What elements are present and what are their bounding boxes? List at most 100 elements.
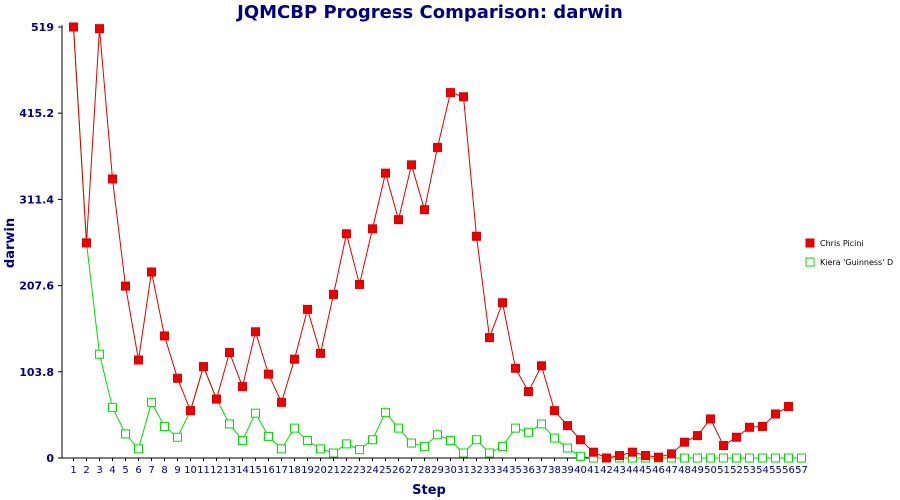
x-tick-label: 18: [288, 465, 301, 476]
data-point: [395, 216, 403, 224]
x-tick-label: 12: [210, 465, 223, 476]
data-point: [538, 362, 546, 370]
data-point: [161, 332, 169, 340]
data-point: [772, 410, 780, 418]
data-point: [447, 89, 455, 97]
data-point: [343, 230, 351, 238]
x-tick-label: 47: [665, 465, 678, 476]
data-point: [707, 415, 715, 423]
x-tick-label: 51: [717, 465, 730, 476]
data-point: [421, 206, 429, 214]
data-point: [278, 398, 286, 406]
data-point: [499, 299, 507, 307]
data-point: [96, 25, 104, 33]
data-point: [551, 434, 559, 442]
data-point: [603, 454, 611, 462]
x-tick-label: 33: [483, 465, 496, 476]
x-tick-label: 35: [509, 465, 522, 476]
data-point: [772, 454, 780, 462]
data-point: [174, 433, 182, 441]
x-tick-label: 37: [535, 465, 548, 476]
data-point: [226, 349, 234, 357]
data-point: [720, 442, 728, 450]
data-point: [447, 437, 455, 445]
x-tick-label: 13: [223, 465, 236, 476]
data-point: [291, 424, 299, 432]
data-point: [564, 422, 572, 430]
data-point: [70, 23, 78, 31]
series-line: [74, 27, 789, 458]
data-point: [187, 407, 195, 415]
data-point: [395, 424, 403, 432]
data-point: [304, 437, 312, 445]
data-point: [707, 454, 715, 462]
data-point: [746, 454, 754, 462]
data-point: [538, 420, 546, 428]
data-point: [785, 403, 793, 411]
data-point: [434, 431, 442, 439]
x-tick-label: 3: [96, 465, 102, 476]
data-point: [356, 280, 364, 288]
x-tick-label: 6: [135, 465, 141, 476]
x-tick-label: 15: [249, 465, 262, 476]
data-point: [200, 363, 208, 371]
data-point: [512, 364, 520, 372]
data-point: [486, 334, 494, 342]
x-tick-label: 21: [327, 465, 340, 476]
data-point: [408, 161, 416, 169]
data-point: [460, 449, 468, 457]
data-point: [551, 407, 559, 415]
data-point: [265, 432, 273, 440]
x-tick-label: 28: [418, 465, 431, 476]
data-point: [252, 409, 260, 417]
x-tick-label: 32: [470, 465, 483, 476]
data-point: [577, 452, 585, 460]
x-tick-label: 57: [795, 465, 808, 476]
y-tick-label: 519: [31, 21, 54, 34]
x-tick-label: 56: [782, 465, 795, 476]
data-point: [382, 408, 390, 416]
data-point: [746, 423, 754, 431]
y-axis-label: darwin: [3, 218, 18, 268]
data-point: [512, 424, 520, 432]
data-point: [759, 454, 767, 462]
data-point: [83, 239, 91, 247]
data-point: [486, 449, 494, 457]
data-point: [109, 175, 117, 183]
data-point: [564, 444, 572, 452]
x-tick-label: 34: [496, 465, 509, 476]
data-point: [473, 232, 481, 240]
data-point: [434, 143, 442, 151]
x-tick-label: 9: [174, 465, 180, 476]
data-point: [304, 305, 312, 313]
x-tick-label: 41: [587, 465, 600, 476]
data-point: [174, 374, 182, 382]
data-point: [369, 225, 377, 233]
data-point: [590, 448, 598, 456]
data-point: [499, 442, 507, 450]
data-point: [733, 454, 741, 462]
x-tick-label: 31: [457, 465, 470, 476]
data-point: [135, 356, 143, 364]
x-tick-label: 5: [122, 465, 128, 476]
data-point: [473, 436, 481, 444]
x-tick-label: 38: [548, 465, 561, 476]
data-point: [655, 453, 663, 461]
data-point: [96, 350, 104, 358]
x-tick-label: 45: [639, 465, 652, 476]
data-point: [460, 93, 468, 101]
data-point: [317, 349, 325, 357]
x-tick-label: 17: [275, 465, 288, 476]
x-tick-label: 14: [236, 465, 249, 476]
legend-label: Kiera 'Guinness' D: [820, 258, 893, 267]
x-tick-label: 16: [262, 465, 275, 476]
data-point: [135, 445, 143, 453]
x-tick-label: 48: [678, 465, 691, 476]
data-point: [629, 448, 637, 456]
x-tick-label: 4: [109, 465, 115, 476]
data-point: [733, 433, 741, 441]
x-tick-label: 24: [366, 465, 379, 476]
x-tick-label: 36: [522, 465, 535, 476]
data-point: [369, 436, 377, 444]
